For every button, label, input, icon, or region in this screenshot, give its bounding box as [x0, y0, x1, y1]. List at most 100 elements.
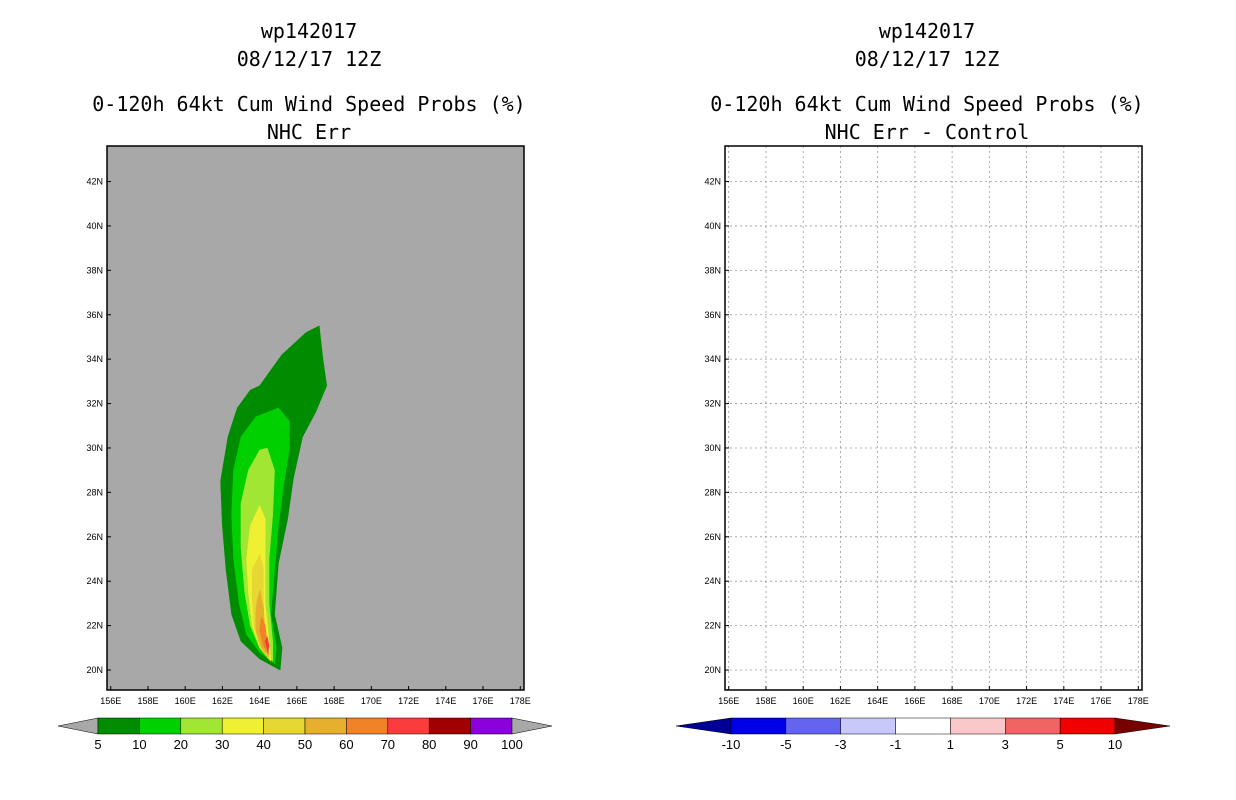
- x-tick-label: 160E: [175, 696, 196, 706]
- plot-area: 156E 158E 160E 162E 164E 166E 168E 170E 172E 174E…: [86, 145, 531, 706]
- y-tick-label: 26N: [704, 532, 721, 542]
- colorbar-label: 80: [422, 737, 436, 752]
- x-tick-label: 168E: [324, 696, 345, 706]
- y-tick-label: 22N: [86, 621, 103, 631]
- colorbar-swatch: [730, 717, 787, 735]
- x-tick-label: 170E: [361, 696, 382, 706]
- colorbar-label: -10: [722, 737, 741, 752]
- y-tick-label: 42N: [86, 177, 103, 187]
- colorbar-label: 50: [298, 737, 312, 752]
- x-tick-label: 172E: [398, 696, 419, 706]
- y-tick-label: 26N: [86, 532, 103, 542]
- title-line-datetime: 08/12/17 12Z: [237, 47, 382, 71]
- plot-background: [725, 146, 1142, 690]
- x-tick-label: 156E: [718, 696, 739, 706]
- colorbar-swatch: [950, 717, 1006, 735]
- x-tick-label: 174E: [1053, 696, 1074, 706]
- y-tick-label: 40N: [86, 221, 103, 231]
- colorbar-under-triangle: [57, 717, 99, 735]
- colorbar-swatch: [180, 717, 223, 735]
- y-tick-label: 38N: [704, 265, 721, 275]
- y-tick-label: 36N: [86, 310, 103, 320]
- y-tick-label: 28N: [86, 487, 103, 497]
- title-line-product: 0-120h 64kt Cum Wind Speed Probs (%): [92, 92, 525, 116]
- x-tick-label: 164E: [249, 696, 270, 706]
- nhc-err-panel: wp142017 08/12/17 12Z 0-120h 64kt Cum Wi…: [57, 19, 553, 752]
- x-tick-label: 172E: [1016, 696, 1037, 706]
- y-tick-label: 24N: [704, 576, 721, 586]
- colorbar-swatch: [139, 717, 182, 735]
- x-tick-label: 168E: [942, 696, 963, 706]
- title-line-subtitle: NHC Err: [267, 120, 351, 144]
- y-tick-label: 30N: [86, 443, 103, 453]
- y-tick-label: 24N: [86, 576, 103, 586]
- title-line-storm-id: wp142017: [879, 19, 975, 43]
- y-tick-label: 20N: [704, 665, 721, 675]
- title-line-subtitle: NHC Err - Control: [825, 120, 1030, 144]
- colorbar-swatch: [387, 717, 430, 735]
- colorbar-label: 1: [947, 737, 954, 752]
- x-tick-label: 166E: [904, 696, 925, 706]
- x-tick-label: 162E: [830, 696, 851, 706]
- x-tick-label: 176E: [473, 696, 494, 706]
- x-tick-label: 170E: [979, 696, 1000, 706]
- plot-frame: [106, 145, 525, 691]
- colorbar-swatch: [263, 717, 306, 735]
- colorbar-swatch: [470, 717, 513, 735]
- y-tick-label: 32N: [86, 399, 103, 409]
- x-tick-label: 164E: [867, 696, 888, 706]
- y-tick-label: 34N: [704, 354, 721, 364]
- y-tick-label: 20N: [86, 665, 103, 675]
- colorbar-swatch: [221, 717, 264, 735]
- x-tick-label: 158E: [755, 696, 776, 706]
- colorbar-swatch: [785, 717, 841, 735]
- title-line-datetime: 08/12/17 12Z: [855, 47, 1000, 71]
- colorbar-over-triangle: [511, 717, 553, 735]
- colorbar-swatch: [428, 717, 471, 735]
- colorbar-label: 3: [1002, 737, 1009, 752]
- colorbar-over-triangle: [1114, 717, 1171, 735]
- x-tick-label: 162E: [212, 696, 233, 706]
- y-tick-label: 36N: [704, 310, 721, 320]
- title-line-storm-id: wp142017: [261, 19, 357, 43]
- y-tick-label: 30N: [704, 443, 721, 453]
- colorbar-label: 30: [215, 737, 229, 752]
- colorbar-swatch: [97, 717, 140, 735]
- y-tick-label: 40N: [704, 221, 721, 231]
- colorbar-label: 5: [1057, 737, 1064, 752]
- y-tick-label: 42N: [704, 177, 721, 187]
- colorbar-label: -3: [835, 737, 847, 752]
- y-tick-label: 38N: [86, 265, 103, 275]
- colorbar-label: 5: [94, 737, 101, 752]
- colorbar-label: 20: [174, 737, 188, 752]
- colorbar-swatch: [1005, 717, 1061, 735]
- colorbar-label: -1: [890, 737, 902, 752]
- colorbar-label: 90: [463, 737, 477, 752]
- y-tick-label: 32N: [704, 399, 721, 409]
- x-tick-label: 178E: [510, 696, 531, 706]
- colorbar-swatch: [895, 717, 951, 735]
- x-tick-label: 160E: [793, 696, 814, 706]
- x-tick-label: 166E: [286, 696, 307, 706]
- plot-frame: [724, 145, 1143, 691]
- colorbar-label: 70: [381, 737, 395, 752]
- contour-70pct: [264, 636, 270, 653]
- colorbar-swatch: [1059, 717, 1116, 735]
- colorbar-label: 40: [256, 737, 270, 752]
- colorbar-label: 10: [1108, 737, 1122, 752]
- x-tick-label: 178E: [1128, 696, 1149, 706]
- colorbar-swatch: [304, 717, 347, 735]
- x-tick-label: 176E: [1091, 696, 1112, 706]
- colorbar: 5 10 20 30 40 50 60 70 80 90 100: [57, 717, 553, 752]
- x-tick-label: 174E: [435, 696, 456, 706]
- y-tick-label: 28N: [704, 487, 721, 497]
- colorbar-swatch: [346, 717, 389, 735]
- x-tick-label: 156E: [100, 696, 121, 706]
- colorbar-label: 100: [501, 737, 523, 752]
- x-tick-label: 158E: [137, 696, 158, 706]
- colorbar: -10 -5 -3 -1 1 3 5 10: [675, 717, 1171, 752]
- colorbar-label: -5: [780, 737, 792, 752]
- y-tick-label: 34N: [86, 354, 103, 364]
- title-line-product: 0-120h 64kt Cum Wind Speed Probs (%): [710, 92, 1143, 116]
